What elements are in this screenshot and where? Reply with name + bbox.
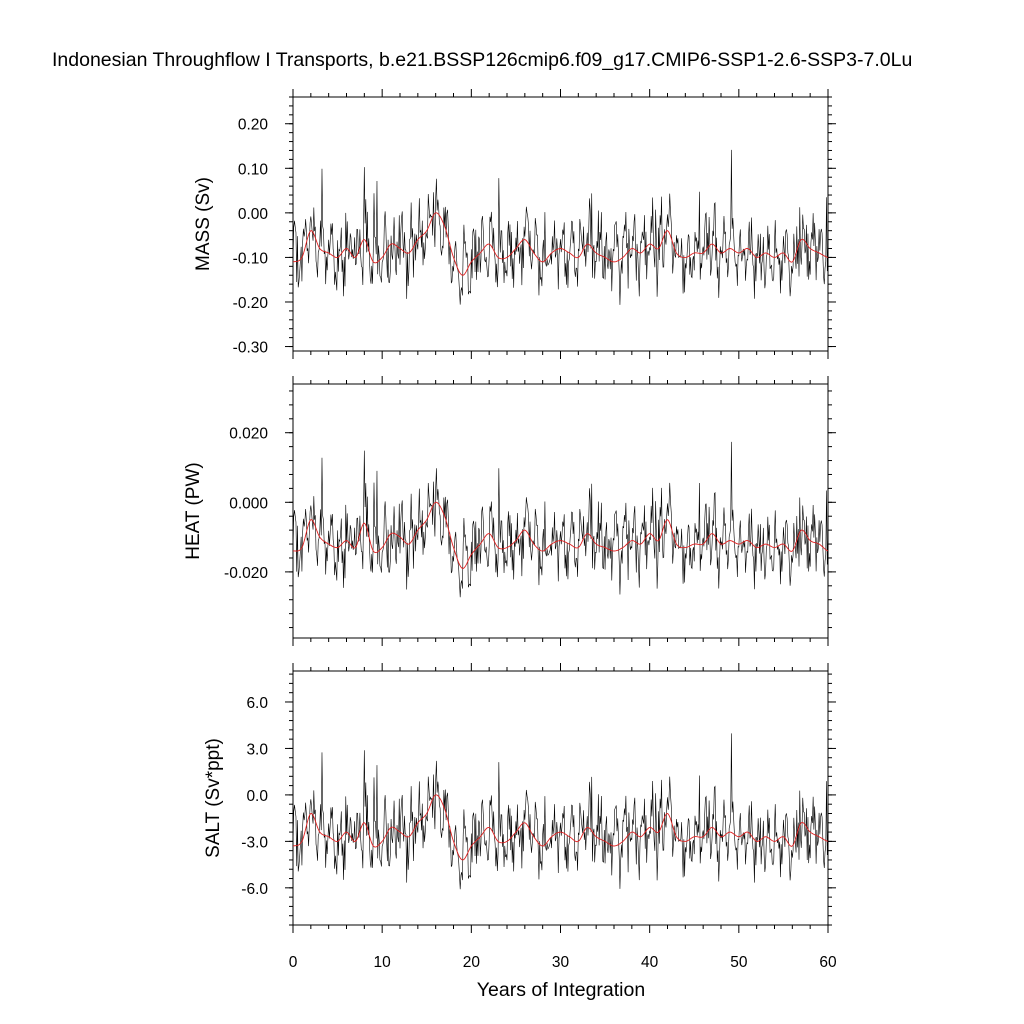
x-axis-label: Years of Integration	[477, 979, 645, 1001]
salt-y-tick-label: 6.0	[246, 695, 268, 712]
x-tick-label: 0	[289, 954, 298, 971]
heat-smoothed-line	[293, 501, 828, 569]
mass-smoothed-line	[293, 212, 828, 276]
panel-heat-frame	[292, 383, 829, 639]
panel-salt-frame	[292, 670, 829, 926]
panel-heat-plot: 0.020 0.000 -0.020	[224, 376, 836, 646]
mass-monthly-line	[293, 149, 828, 305]
mass-y-tick-label: -0.20	[233, 295, 269, 312]
x-tick-label: 30	[552, 954, 570, 971]
mass-y-tick-label: -0.30	[233, 340, 269, 357]
x-tick-label: 20	[463, 954, 481, 971]
panel-mass-plot: 0.20 0.10 0.00 -0.10 -0.20 -0.30	[233, 89, 836, 359]
x-tick-label: 40	[641, 954, 659, 971]
x-tick-label: 50	[730, 954, 748, 971]
x-tick-label: 10	[374, 954, 392, 971]
salt-y-tick-label: 0.0	[246, 788, 268, 805]
panel-heat: HEAT (PW) 0.020 0.000 -0.020	[183, 376, 836, 646]
salt-monthly-line	[293, 733, 828, 890]
x-tick-label: 60	[819, 954, 837, 971]
panel-salt-ylabel: SALT (Sv*ppt)	[203, 738, 224, 858]
heat-y-tick-label: -0.020	[224, 565, 268, 582]
salt-y-tick-label: -3.0	[241, 834, 268, 851]
heat-y-tick-label: 0.020	[229, 426, 268, 443]
chart-title: Indonesian Throughflow I Transports, b.e…	[52, 49, 912, 71]
panel-mass-ylabel: MASS (Sv)	[193, 177, 214, 271]
panel-mass-frame	[292, 96, 829, 352]
heat-y-tick-label: 0.000	[229, 495, 268, 512]
panel-mass: MASS (Sv) 0.20 0.10 0.00 -0.10 -0.20 -0.30	[193, 89, 836, 359]
salt-smoothed-line	[293, 794, 828, 861]
mass-y-tick-label: 0.20	[238, 117, 269, 134]
panel-heat-ylabel: HEAT (PW)	[183, 462, 204, 559]
salt-y-tick-label: 3.0	[246, 741, 268, 758]
panel-salt: SALT (Sv*ppt) 6.0 3.0 0.0 -3.0 -6.0	[203, 663, 836, 933]
mass-y-tick-label: 0.10	[238, 161, 269, 178]
panel-salt-plot: 6.0 3.0 0.0 -3.0 -6.0	[241, 663, 836, 933]
salt-y-tick-label: -6.0	[241, 881, 268, 898]
mass-y-tick-label: 0.00	[238, 206, 269, 223]
mass-y-tick-label: -0.10	[233, 250, 269, 267]
heat-monthly-line	[293, 441, 828, 598]
